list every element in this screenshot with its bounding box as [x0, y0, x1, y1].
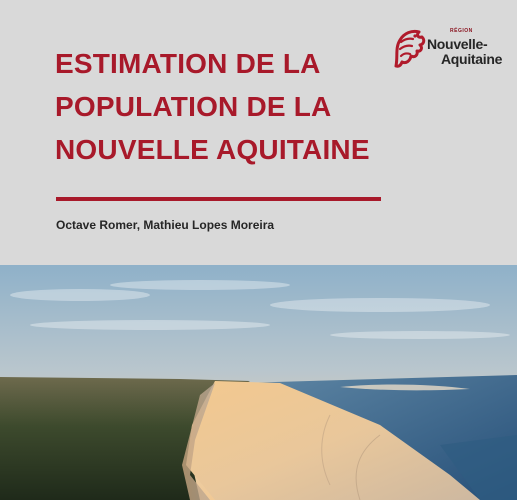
lion-head-logo-icon — [394, 29, 426, 68]
title-divider — [56, 197, 381, 201]
authors-line: Octave Romer, Mathieu Lopes Moreira — [56, 218, 275, 232]
logo-name-line-2: Aquitaine — [441, 51, 503, 67]
title-line-3: NOUVELLE AQUITAINE — [55, 134, 370, 165]
title-line-1: ESTIMATION DE LA — [55, 48, 321, 79]
logo-name-line-1: Nouvelle- — [427, 36, 488, 52]
logo-region-label: RÉGION — [450, 28, 473, 34]
region-logo: RÉGION Nouvelle- Aquitaine — [392, 24, 512, 74]
document-title: ESTIMATION DE LA POPULATION DE LA NOUVEL… — [55, 42, 415, 171]
cover-header: ESTIMATION DE LA POPULATION DE LA NOUVEL… — [55, 24, 512, 232]
cover-photo — [0, 265, 517, 500]
title-line-2: POPULATION DE LA — [55, 91, 332, 122]
